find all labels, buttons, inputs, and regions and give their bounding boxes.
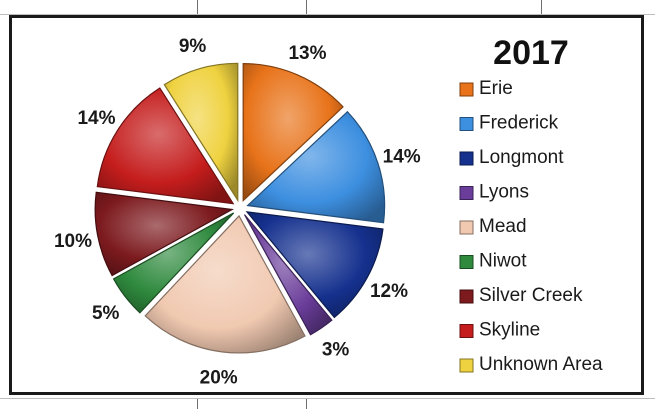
data-label-silver-creek: 10% (54, 231, 92, 252)
pie-data-labels: 13% 14% 12% 3% 20% 5% 10% 14% 9% (54, 36, 421, 389)
chart-title: 2017 (493, 34, 569, 72)
legend: Erie Frederick Longmont Lyons Mead Niwot Silve… (459, 78, 603, 375)
pie-slice-niwot (112, 212, 235, 314)
pie-slice-lyons (243, 214, 333, 336)
grid-line (197, 0, 198, 14)
legend-swatch (459, 82, 474, 97)
pie-slice-erie (242, 63, 344, 203)
pie-slice-unknown-area (163, 62, 239, 203)
data-label-skyline: 14% (77, 108, 115, 129)
legend-swatch (459, 255, 474, 269)
legend-item-frederick: Frederick (459, 113, 559, 134)
data-label-mead: 20% (200, 368, 238, 389)
legend-label: Longmont (479, 147, 564, 168)
data-label-frederick: 14% (383, 146, 421, 167)
legend-item-mead: Mead (459, 216, 527, 237)
data-label-lyons: 3% (322, 340, 350, 361)
legend-label: Frederick (479, 113, 559, 134)
legend-swatch (459, 117, 474, 131)
data-label-niwot: 5% (92, 303, 120, 324)
grid-line (197, 399, 198, 409)
pie-slices (94, 62, 386, 354)
pie-slice-mead (144, 214, 306, 354)
bottom-table-edge (0, 398, 655, 409)
legend-label: Lyons (479, 182, 529, 203)
data-label-longmont: 12% (370, 281, 408, 302)
pie-slice-silver-creek (94, 191, 235, 277)
pie-slice-skyline (96, 87, 235, 205)
legend-item-lyons: Lyons (459, 182, 529, 203)
legend-label: Mead (479, 216, 527, 237)
legend-item-niwot: Niwot (459, 251, 527, 272)
legend-item-silver-creek: Silver Creek (459, 285, 583, 306)
grid-line (306, 0, 307, 14)
data-label-erie: 13% (288, 43, 326, 64)
legend-swatch (459, 186, 474, 200)
legend-label: Niwot (479, 251, 527, 272)
legend-swatch (459, 289, 474, 304)
legend-item-erie: Erie (459, 78, 513, 99)
pie-slice-frederick (246, 110, 386, 224)
legend-swatch (459, 220, 474, 235)
legend-item-unknown-area: Unknown Area (459, 354, 603, 375)
legend-swatch (459, 324, 474, 338)
top-table-edge (0, 0, 655, 15)
legend-label: Silver Creek (479, 285, 583, 306)
data-label-unknown-area: 9% (179, 36, 207, 57)
legend-swatch (459, 151, 474, 166)
grid-line (541, 0, 542, 14)
legend-item-longmont: Longmont (459, 147, 564, 168)
legend-item-skyline: Skyline (459, 320, 540, 341)
pie-slice-longmont (245, 211, 384, 319)
legend-label: Unknown Area (479, 354, 603, 375)
grid-line (306, 399, 307, 409)
pie-chart: 13% 14% 12% 3% 20% 5% 10% 14% 9% 2017 Erie Freder… (54, 34, 603, 389)
legend-label: Skyline (479, 320, 540, 341)
legend-swatch (459, 358, 474, 373)
chart-frame: 13% 14% 12% 3% 20% 5% 10% 14% 9% 2017 Erie Freder… (9, 15, 644, 395)
legend-label: Erie (479, 78, 513, 99)
